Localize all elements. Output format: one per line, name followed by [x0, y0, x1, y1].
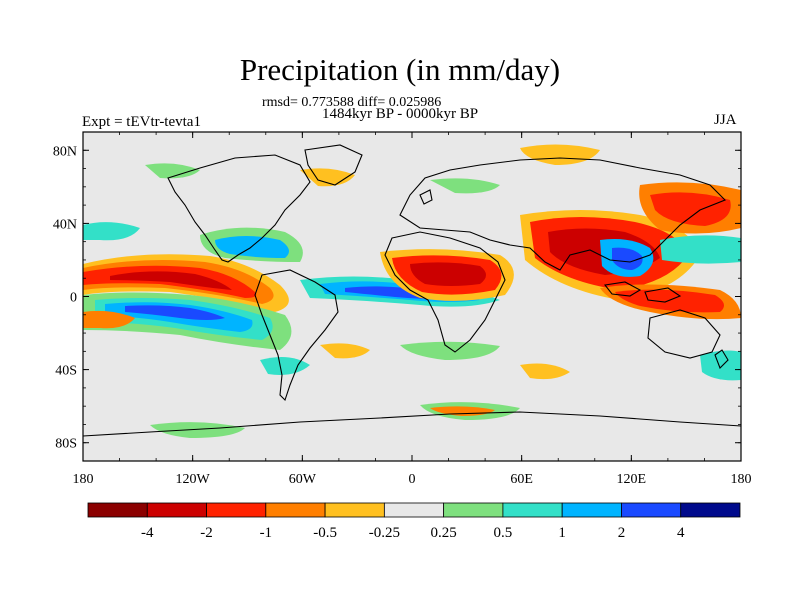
lon-tick-label: 180: [73, 472, 94, 487]
axis-tick-labels: 80N 40N 0 40S 80S 180 120W 60W 0 60E 120E 180: [53, 144, 752, 487]
lat-tick-label: 80N: [53, 144, 77, 159]
colorbar-swatch: [502, 502, 563, 518]
colorbar-swatch: [265, 502, 326, 518]
axis-ticks: [82, 131, 742, 462]
lat-tick-label: 40S: [55, 364, 77, 379]
season-label: JJA: [714, 112, 737, 128]
lon-tick-label: 120E: [617, 472, 647, 487]
plot-title: Precipitation (in mm/day): [239, 52, 561, 87]
lat-tick-label: 0: [70, 291, 77, 306]
colorbar-label: 2: [618, 525, 626, 541]
period-line: 1484kyr BP - 0000kyr BP: [322, 106, 479, 122]
experiment-label: Expt = tEVtr-tevta1: [82, 114, 201, 130]
colorbar-label: 4: [677, 525, 685, 541]
lon-tick-label: 60E: [510, 472, 533, 487]
lon-tick-label: 180: [731, 472, 752, 487]
lon-tick-label: 60W: [289, 472, 317, 487]
coastlines: [83, 144, 741, 437]
lat-tick-label: 80S: [55, 437, 77, 452]
colorbar-label: -0.25: [369, 525, 400, 541]
colorbar-swatch: [324, 502, 385, 518]
lon-tick-label: 120W: [176, 472, 211, 487]
colorbar-swatch: [621, 502, 682, 518]
colorbar-label: -4: [141, 525, 154, 541]
colorbar-swatch: [680, 502, 741, 518]
colorbar-swatch: [383, 502, 445, 518]
colorbar-swatch: [561, 502, 622, 518]
colorbar-label: 1: [558, 525, 566, 541]
precip-anomaly-fields: [83, 144, 741, 438]
colorbar-label: -2: [200, 525, 213, 541]
colorbar-swatch: [443, 502, 504, 518]
colorbar-label: 0.5: [494, 525, 513, 541]
stats-line: rmsd= 0.773588 diff= 0.025986: [262, 95, 442, 110]
colorbar-swatch: [87, 502, 148, 518]
colorbar-labels: -4 -2 -1 -0.5 -0.25 0.25 0.5 1 2 4: [141, 525, 685, 541]
map-panel: [83, 132, 741, 461]
colorbar: [87, 502, 741, 518]
colorbar-swatch: [206, 502, 267, 518]
lat-tick-label: 40N: [53, 217, 77, 232]
colorbar-label: -1: [260, 525, 273, 541]
colorbar-label: -0.5: [313, 525, 337, 541]
colorbar-label: 0.25: [431, 525, 457, 541]
lon-tick-label: 0: [409, 472, 416, 487]
colorbar-swatch: [146, 502, 207, 518]
